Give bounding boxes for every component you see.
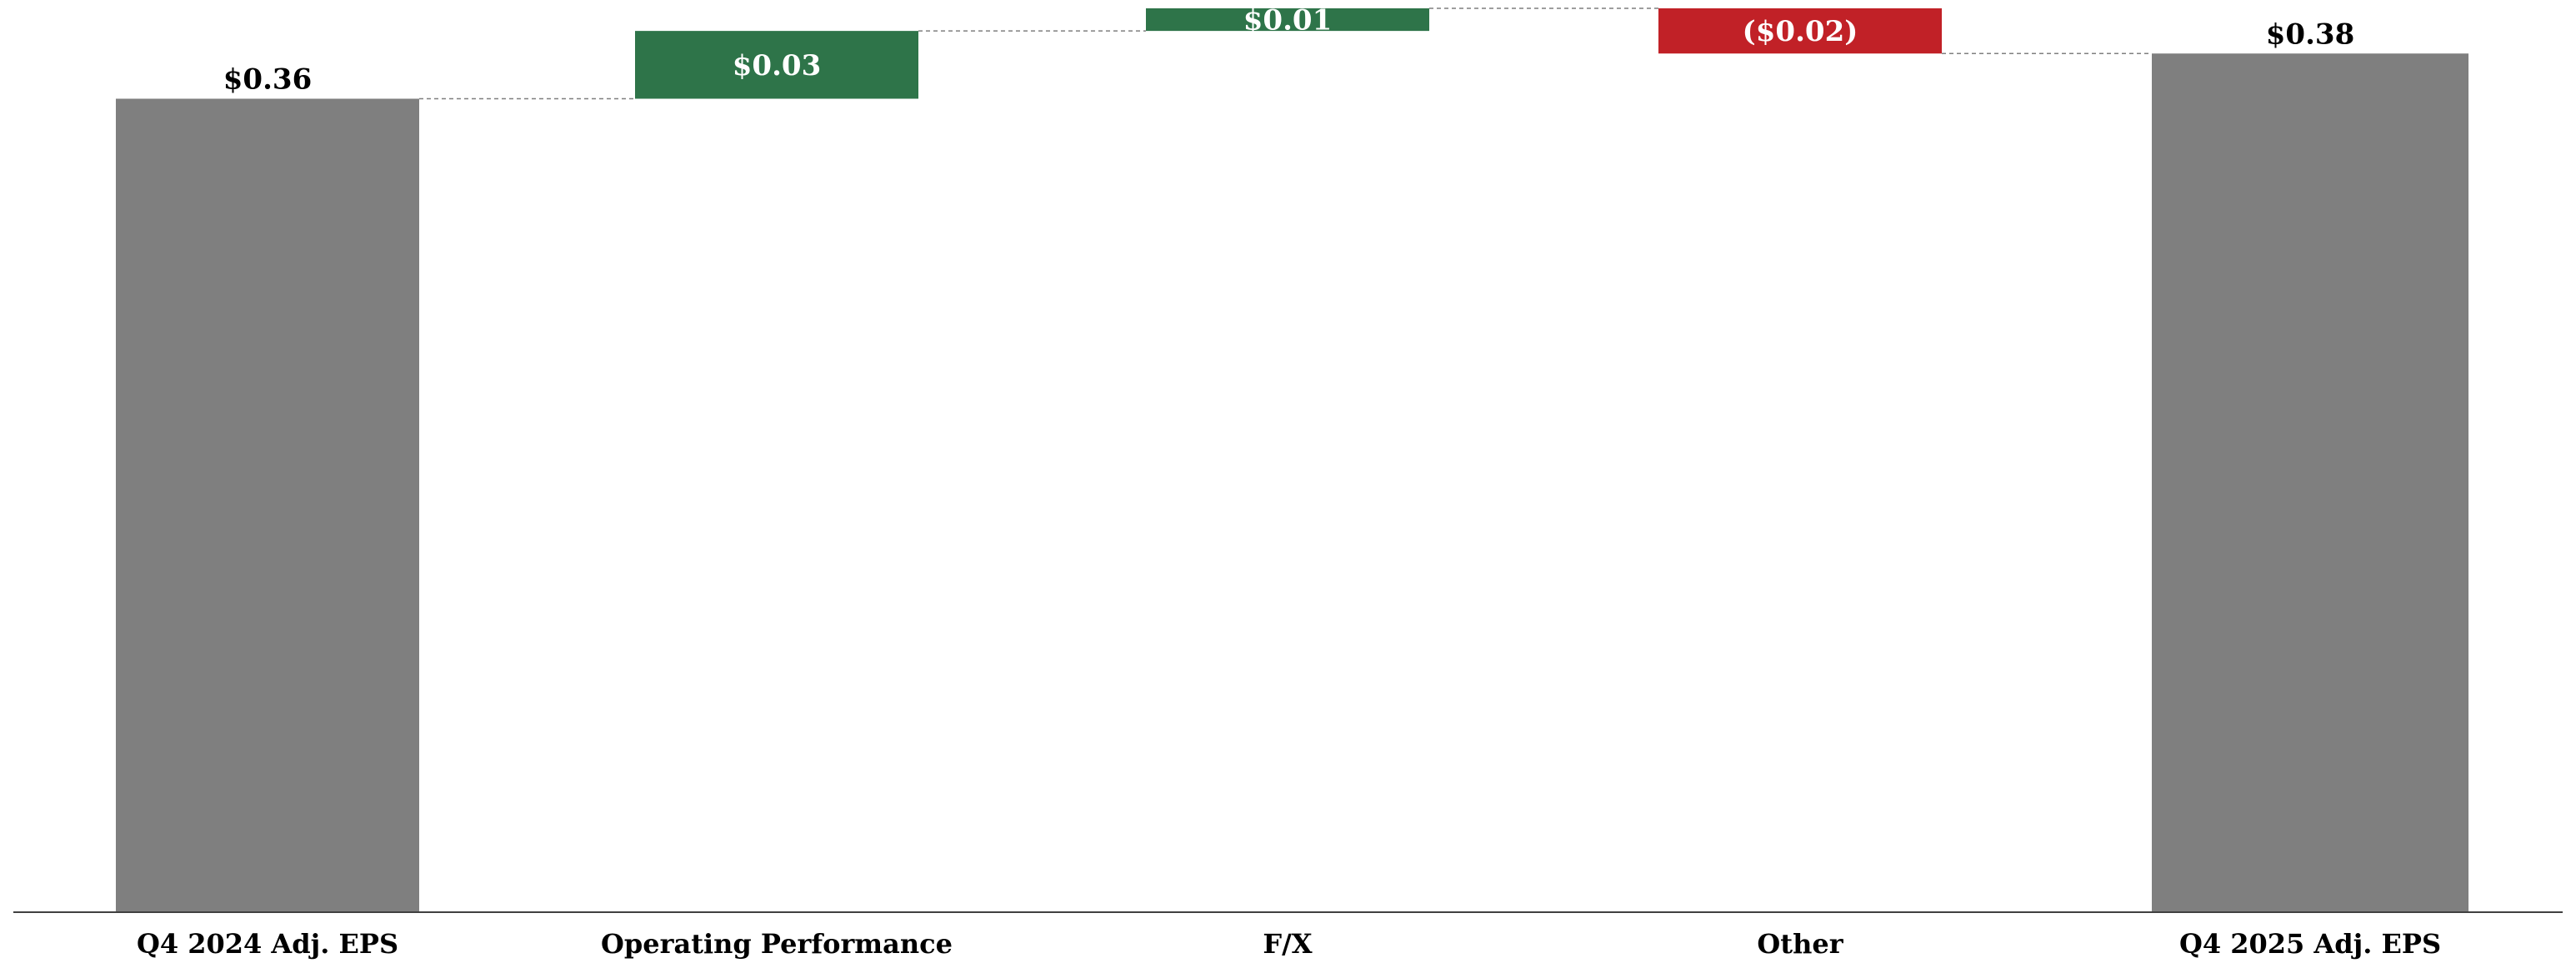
- bar-operating-performance: [635, 31, 918, 99]
- data-label-q4-2024-adj-eps: $0.36: [223, 63, 312, 97]
- data-label-q4-2025-adj-eps: $0.38: [2266, 17, 2354, 51]
- tick-label-q4-2024-adj-eps: Q4 2024 Adj. EPS: [137, 928, 398, 960]
- data-labels: $0.36 $0.03 $0.01 ($0.02) $0.38: [223, 4, 2354, 97]
- tick-label-f-x: F/X: [1263, 928, 1312, 960]
- connector-lines: [419, 7, 2152, 100]
- x-axis-ticks: Q4 2024 Adj. EPS Operating Performance F/X…: [137, 928, 2441, 960]
- tick-label-q4-2025-adj-eps: Q4 2025 Adj. EPS: [2179, 928, 2441, 960]
- bar-q4-2024-adj-eps: [116, 98, 419, 912]
- bar-q4-2025-adj-eps: [2152, 53, 2468, 912]
- tick-label-operating-performance: Operating Performance: [601, 928, 953, 960]
- bars: [116, 8, 2468, 912]
- data-label-other: ($0.02): [1743, 15, 1858, 48]
- data-label-f-x: $0.01: [1243, 4, 1332, 37]
- bar-other: [1658, 8, 1942, 54]
- bar-f-x: [1146, 8, 1429, 32]
- tick-label-other: Other: [1757, 928, 1843, 960]
- data-label-operating-performance: $0.03: [733, 49, 821, 82]
